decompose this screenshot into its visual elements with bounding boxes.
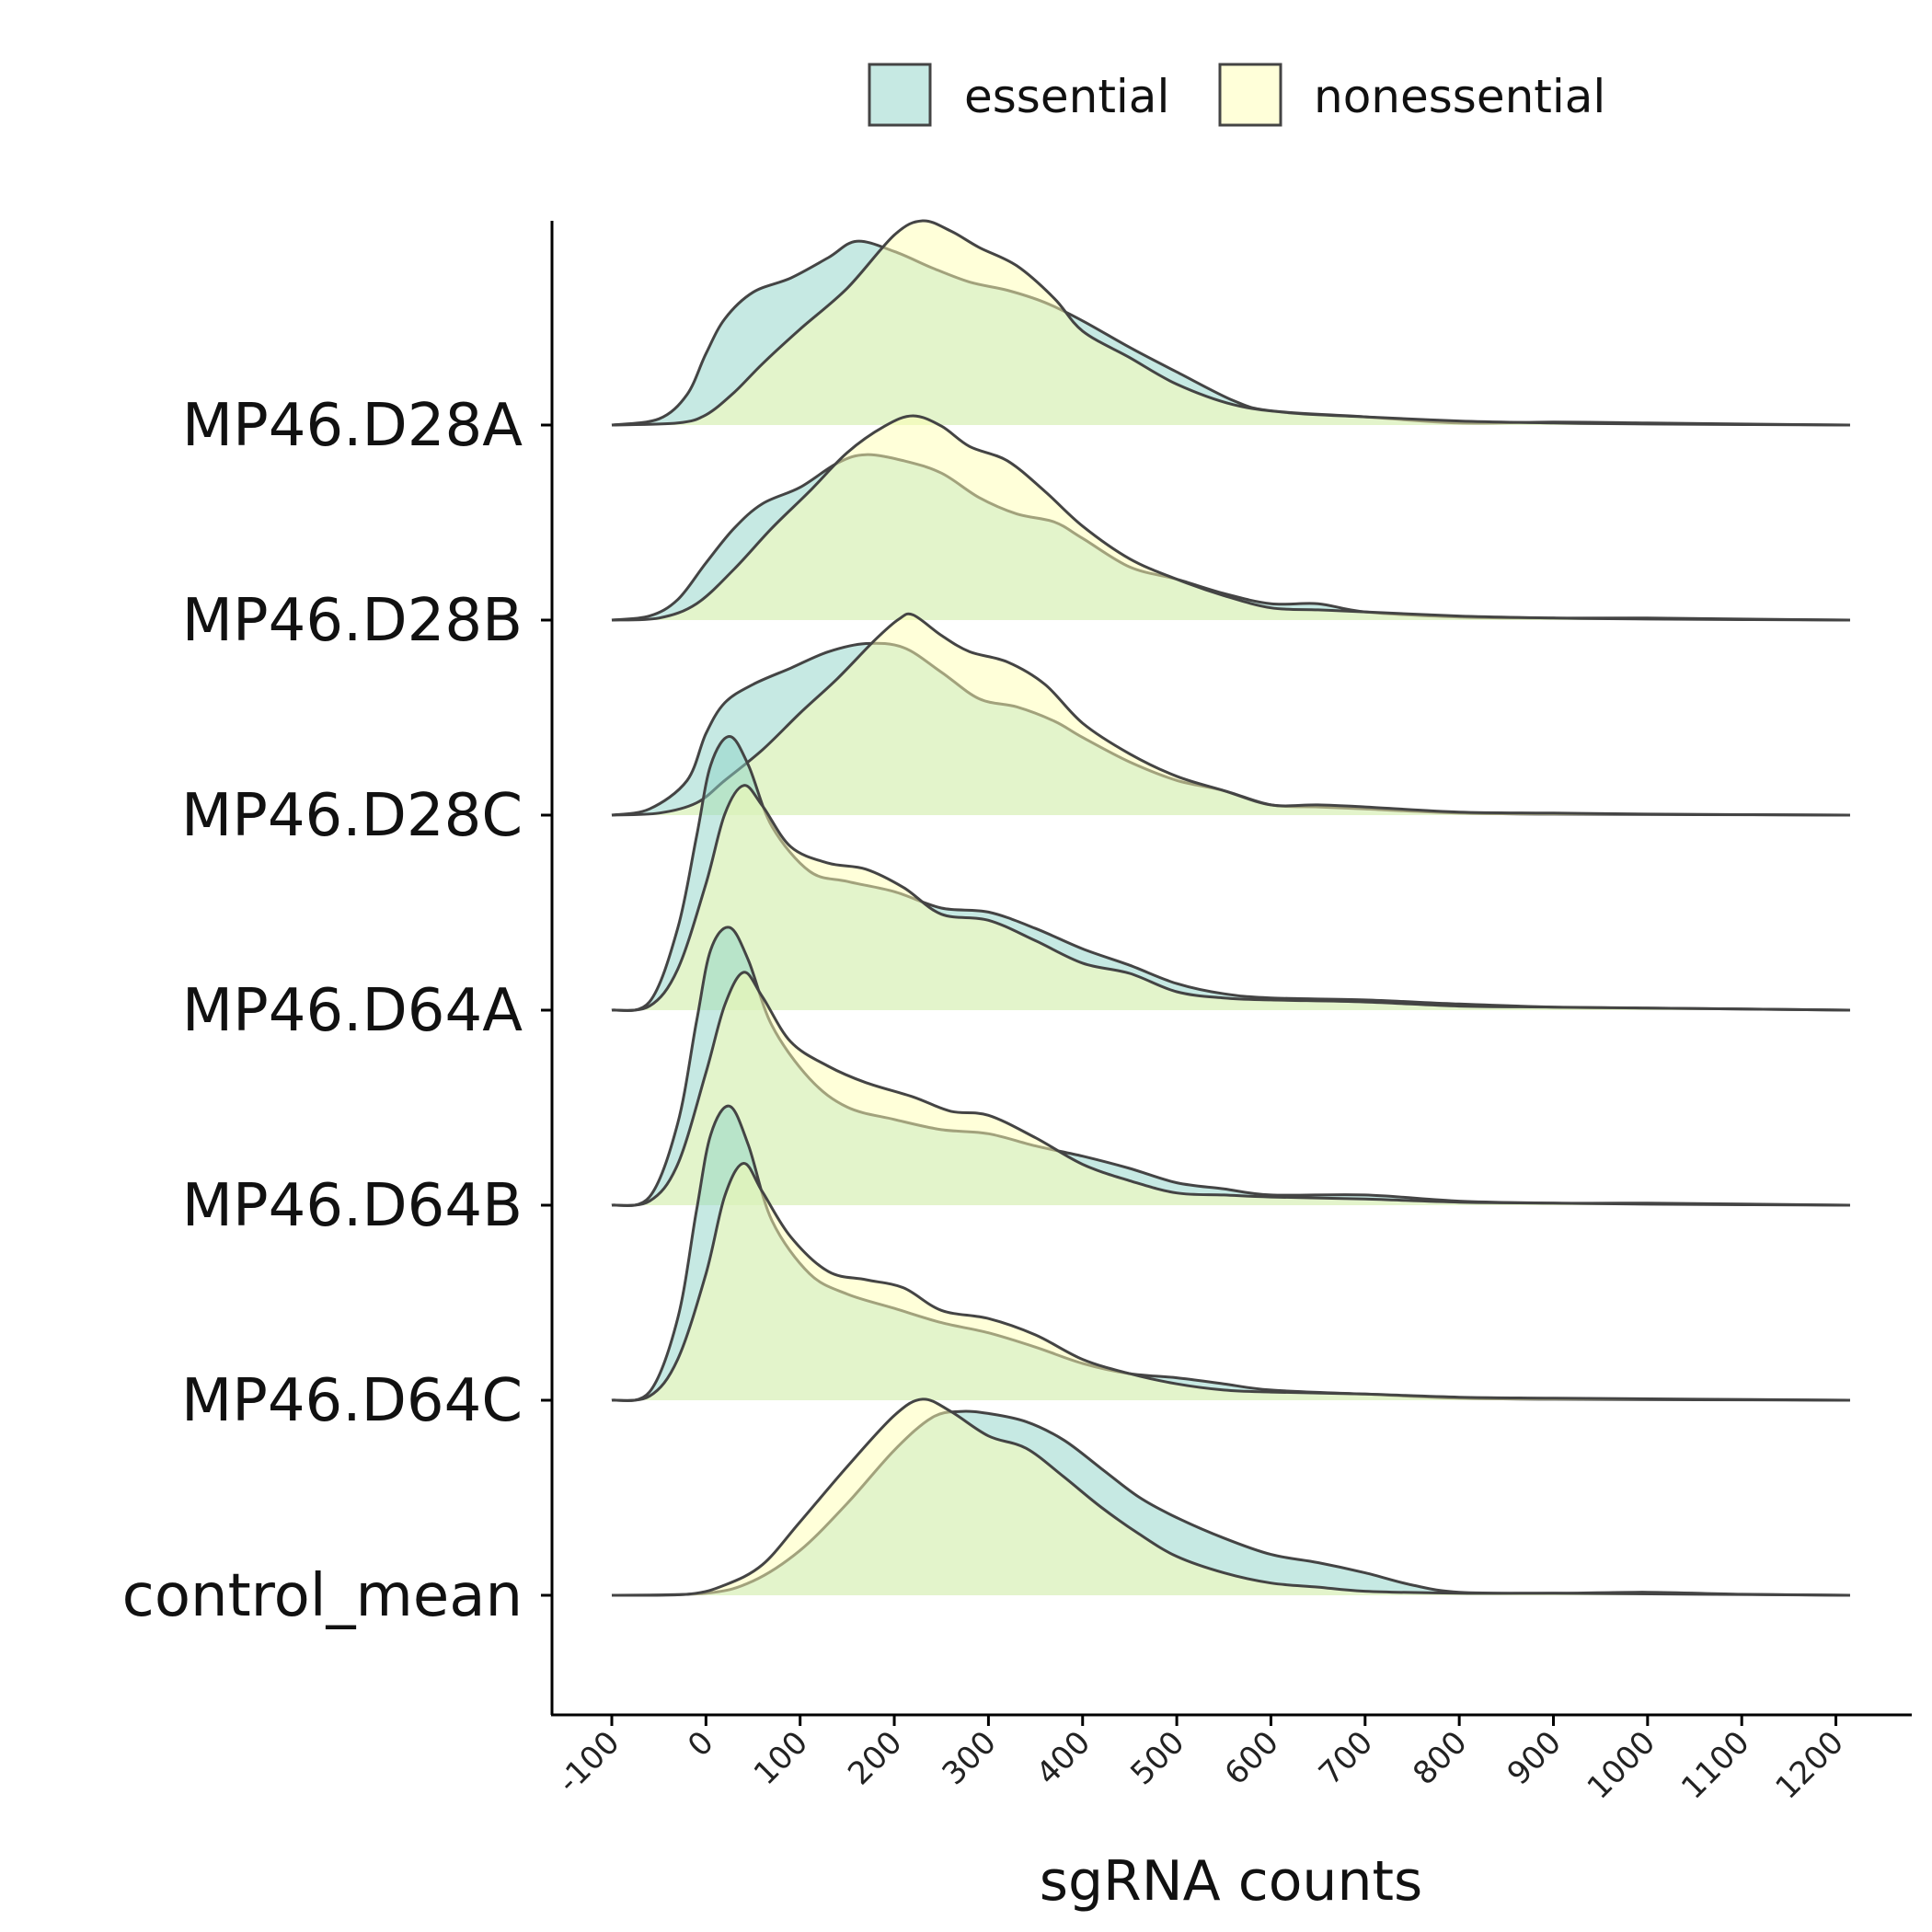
- density-fill-nonessential-MP46.D64A: [612, 785, 1850, 1011]
- density-fill-nonessential-MP46.D28C: [612, 614, 1850, 815]
- density-fill-nonessential-control_mean: [612, 1398, 1850, 1596]
- y-tick-label-MP46.D64B: MP46.D64B: [182, 1172, 523, 1240]
- ridge-control_mean: [611, 1397, 1850, 1597]
- ridge-MP46.D64A: [611, 734, 1850, 1013]
- ridge-MP46.D28B: [611, 414, 1850, 622]
- x-tick-label: 800: [1406, 1724, 1474, 1792]
- legend: essential nonessential: [868, 63, 1605, 127]
- y-tick-label-MP46.D64C: MP46.D64C: [181, 1367, 523, 1435]
- x-ticks: -100 0 100 200 300 400 500 600 700 800 900 1000 1100…: [551, 1715, 1851, 1807]
- y-tick-label-MP46.D28A: MP46.D28A: [182, 392, 523, 460]
- y-tick-label-control_mean: control_mean: [122, 1562, 523, 1630]
- density-line-nonessential-MP46.D64C: [611, 1162, 1850, 1402]
- y-tick-label-MP46.D28C: MP46.D28C: [181, 782, 523, 850]
- ridge-MP46.D64C: [611, 1104, 1850, 1403]
- y-tick-label-MP46.D64A: MP46.D64A: [182, 977, 523, 1045]
- density-line-nonessential-MP46.D64B: [611, 971, 1850, 1207]
- x-tick-label: 300: [936, 1724, 1004, 1792]
- x-tick-label: 0: [681, 1724, 721, 1765]
- density-fill-nonessential-MP46.D64C: [612, 1163, 1850, 1401]
- x-tick-label: -100: [551, 1724, 627, 1800]
- x-tick-label: 1000: [1581, 1724, 1662, 1806]
- density-line-nonessential-MP46.D28A: [611, 219, 1850, 427]
- x-tick-label: 400: [1029, 1724, 1098, 1792]
- y-tick-label-MP46.D28B: MP46.D28B: [182, 587, 523, 655]
- ridge-MP46.D64B: [611, 926, 1850, 1208]
- density-ridges: [611, 219, 1850, 1597]
- legend-key-essential: [868, 63, 932, 127]
- x-tick-label: 700: [1312, 1724, 1380, 1792]
- density-line-nonessential-MP46.D28B: [611, 414, 1850, 622]
- density-fill-nonessential-MP46.D64B: [612, 972, 1850, 1206]
- density-line-nonessential-control_mean: [611, 1397, 1850, 1597]
- ridge-MP46.D28A: [611, 219, 1850, 427]
- legend-label-essential: essential: [964, 70, 1169, 123]
- density-line-essential-MP46.D64A: [611, 734, 1850, 1013]
- x-tick-label: 1200: [1768, 1724, 1850, 1806]
- legend-label-nonessential: nonessential: [1314, 70, 1605, 123]
- y-ticks: MP46.D28A MP46.D28B MP46.D28C MP46.D64A MP46…: [122, 392, 552, 1630]
- x-tick-label: 900: [1501, 1724, 1569, 1792]
- density-fill-nonessential-MP46.D28A: [612, 220, 1850, 425]
- x-tick-label: 100: [747, 1724, 815, 1792]
- x-axis-title: sgRNA counts: [1040, 1849, 1423, 1914]
- legend-key-nonessential: [1218, 63, 1282, 127]
- x-tick-label: 500: [1123, 1724, 1191, 1792]
- ridge-MP46.D28C: [611, 612, 1850, 817]
- x-tick-label: 1100: [1674, 1724, 1756, 1806]
- density-line-nonessential-MP46.D28C: [611, 612, 1850, 817]
- density-line-nonessential-MP46.D64A: [611, 784, 1850, 1012]
- density-fill-nonessential-MP46.D28B: [612, 416, 1850, 620]
- x-tick-label: 200: [841, 1724, 909, 1792]
- x-tick-label: 600: [1218, 1724, 1286, 1792]
